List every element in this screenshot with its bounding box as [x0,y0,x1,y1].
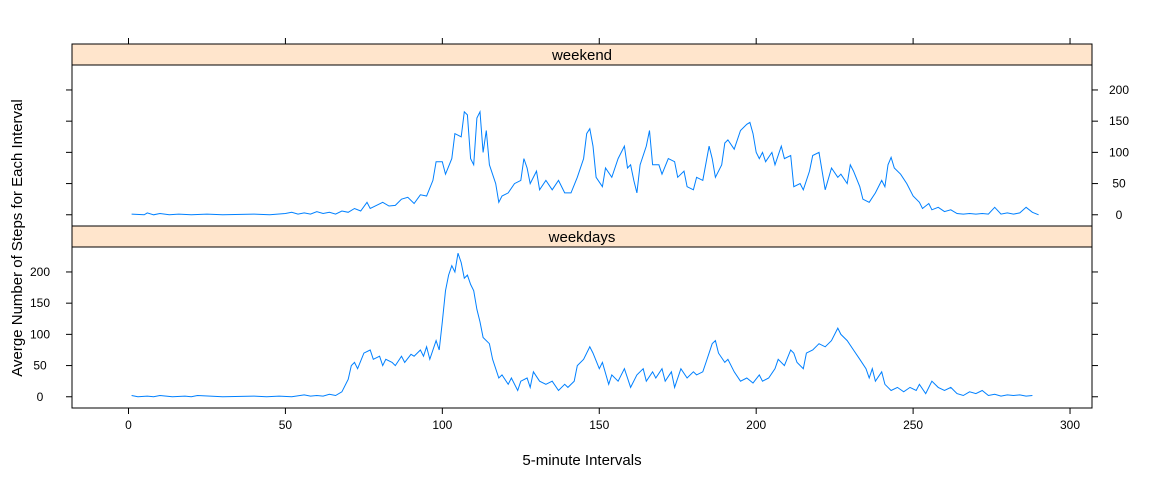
y-tick-label-right: 50 [1112,177,1126,191]
y-tick-label-left: 0 [37,390,44,404]
y-tick-label-right: 200 [1109,83,1129,97]
strip-label-weekend: weekend [551,47,612,64]
panel-weekdays: weekdays 0 50 100 150 200 [30,225,1098,409]
x-tick-label: 300 [1060,418,1080,432]
series-line-weekend [131,109,1039,216]
x-tick-label: 150 [589,418,609,432]
x-tick-label: 0 [125,418,132,432]
panel-frame-weekend [71,64,1093,227]
y-tick-label-left: 150 [30,296,50,310]
y-tick-label-left: 200 [30,265,50,279]
y-tick-label-right: 100 [1109,145,1129,159]
panel-frame-weekdays [71,246,1093,409]
x-axis-title: 5-minute Intervals [522,452,641,469]
y-tick-label-right: 0 [1116,208,1123,222]
y-tick-label-left: 50 [33,359,47,373]
x-tick-label: 100 [432,418,452,432]
y-axis-title: Averge Number of Steps for Each Interval [9,99,26,376]
series-line-weekdays [131,253,1033,398]
strip-label-weekdays: weekdays [548,229,616,246]
y-tick-label-left: 100 [30,327,50,341]
x-tick-label: 250 [903,418,923,432]
y-tick-label-right: 150 [1109,114,1129,128]
x-tick-label: 50 [279,418,293,432]
panel-weekend: weekend 0 50 100 150 200 [66,43,1129,227]
x-tick-label: 200 [746,418,766,432]
